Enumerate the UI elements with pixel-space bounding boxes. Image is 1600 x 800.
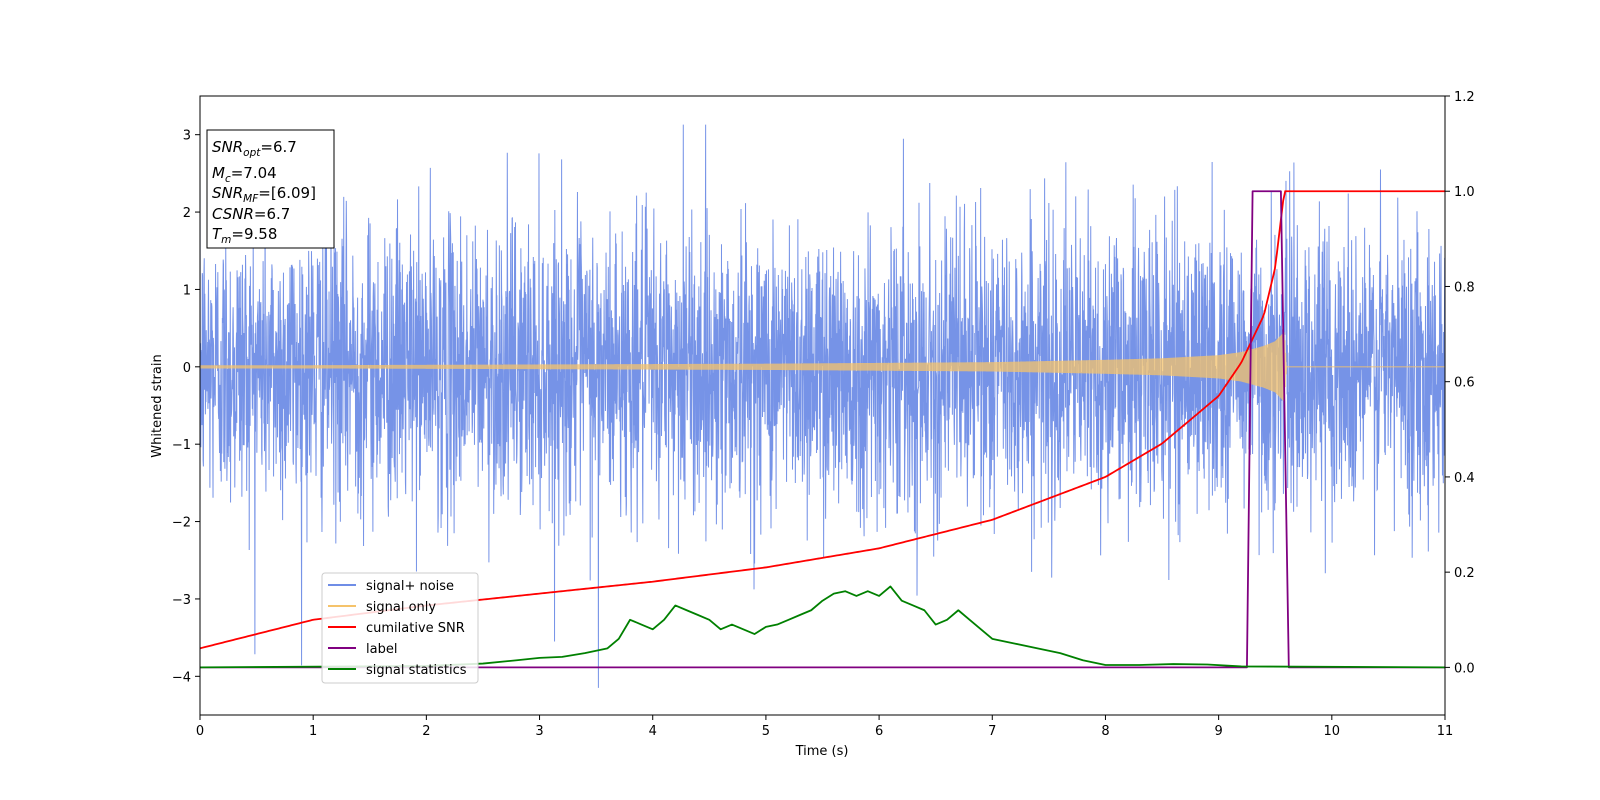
legend-label-signal-statistics: signal statistics: [366, 663, 467, 678]
y-tick-label: −1: [172, 438, 191, 453]
x-tick-label: 5: [762, 724, 770, 739]
x-tick-label: 10: [1324, 724, 1341, 739]
x-tick-label: 3: [535, 724, 543, 739]
legend-label-signal-noise: signal+ noise: [366, 579, 454, 594]
y2-tick-label: 0.4: [1454, 471, 1475, 486]
x-tick-label: 2: [422, 724, 430, 739]
y2-tick-label: 0.6: [1454, 376, 1475, 391]
plot-frame: [199, 95, 1446, 716]
info-box-frame: [206, 129, 335, 249]
x-tick-label: 4: [649, 724, 657, 739]
y-axis-right: 0.0 0.2 0.4 0.6 0.8 1.0 1.2: [1445, 90, 1475, 676]
series-signal-statistics: [200, 585, 1445, 669]
y2-tick-label: 0.8: [1454, 280, 1475, 295]
y2-tick-label: 1.0: [1454, 185, 1475, 200]
x-axis: 0 1 2 3 4 5 6 7 8 9 10 11: [196, 715, 1453, 739]
y-tick-label: 3: [183, 129, 191, 144]
y-axis-left: −4 −3 −2 −1 0 1 2 3: [172, 129, 200, 685]
series-signal-only: [200, 332, 1445, 401]
y-tick-label: −2: [172, 516, 191, 531]
info-mc: Mc=7.04: [212, 164, 277, 185]
y-tick-label: 2: [183, 206, 191, 221]
x-tick-label: 11: [1437, 724, 1454, 739]
x-tick-label: 9: [1214, 724, 1222, 739]
legend: signal+ noise signal only cumilative SNR…: [321, 572, 479, 684]
y2-tick-label: 0.2: [1454, 566, 1475, 581]
y-axis-label: Whitened strain: [150, 354, 165, 457]
info-tm: Tm=9.58: [212, 225, 277, 246]
x-tick-label: 7: [988, 724, 996, 739]
legend-label-label: label: [366, 642, 397, 657]
y-tick-label: 0: [183, 361, 191, 376]
x-tick-label: 0: [196, 724, 204, 739]
legend-frame: [321, 572, 479, 684]
y-tick-label: −3: [172, 593, 191, 608]
x-axis-label: Time (s): [795, 744, 849, 759]
info-csnr: CSNR=6.7: [212, 205, 290, 223]
info-snr-mf: SNRMF=[6.09]: [212, 184, 316, 205]
x-tick-label: 1: [309, 724, 317, 739]
y2-tick-label: 1.2: [1454, 90, 1475, 105]
legend-label-signal-only: signal only: [366, 600, 436, 615]
y-tick-label: 1: [183, 283, 191, 298]
y-tick-label: −4: [172, 670, 191, 685]
x-tick-label: 8: [1101, 724, 1109, 739]
info-box: SNRopt=6.7 Mc=7.04 SNRMF=[6.09] CSNR=6.7…: [206, 129, 335, 249]
x-tick-label: 6: [875, 724, 883, 739]
legend-label-cumulative-snr: cumilative SNR: [366, 621, 465, 636]
info-snr-opt: SNRopt=6.7: [212, 138, 297, 159]
y2-tick-label: 0.0: [1454, 661, 1475, 676]
